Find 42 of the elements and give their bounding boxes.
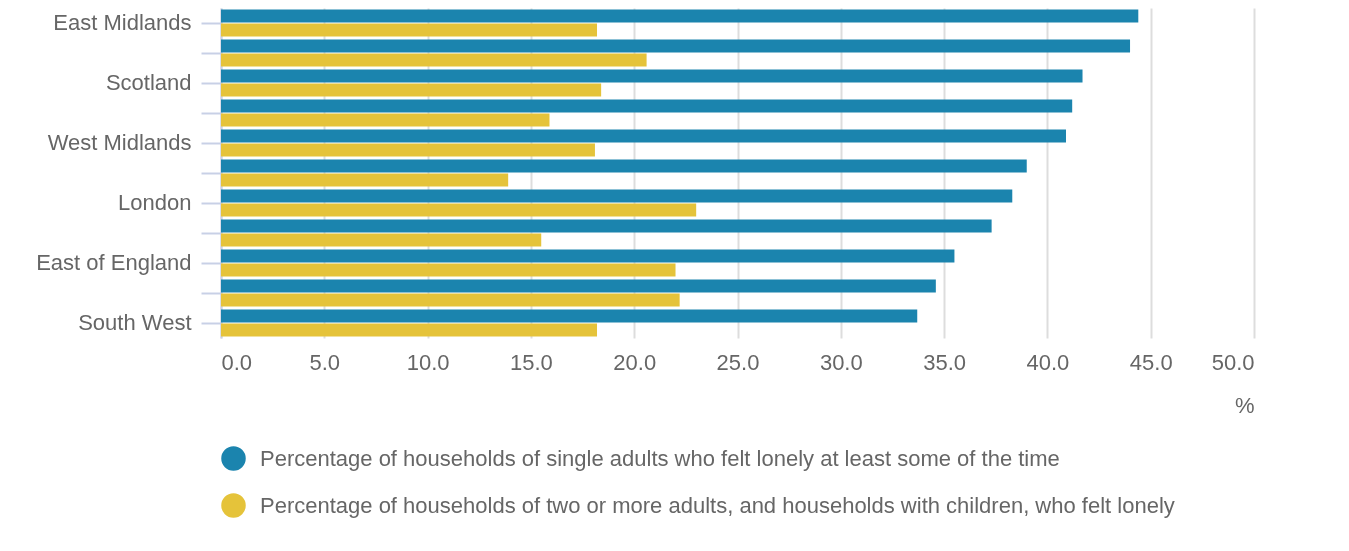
x-tick-label: 20.0: [613, 349, 657, 375]
y-tick-label: West Midlands: [47, 130, 192, 155]
bar: [221, 129, 1066, 143]
x-tick-label: 40.0: [1026, 349, 1070, 375]
bar: [221, 83, 602, 97]
y-tick-label: Scotland: [105, 70, 192, 95]
bar: [221, 189, 1013, 203]
y-tick-label: East Midlands: [53, 10, 192, 35]
bar: [221, 279, 936, 293]
bar: [221, 39, 1131, 53]
bar: [221, 249, 955, 263]
x-tick-label: 45.0: [1129, 349, 1173, 375]
x-tick-label: 5.0: [309, 349, 341, 375]
legend-label: Percentage of households of single adults who felt lonely at least some of the time: [260, 445, 1060, 471]
bar: [221, 309, 918, 323]
bar: [221, 23, 598, 37]
x-tick-label: 15.0: [509, 349, 553, 375]
bar: [221, 159, 1027, 173]
bar: [221, 113, 550, 127]
bar: [221, 143, 595, 157]
bar: [221, 173, 509, 187]
x-tick-label: 30.0: [819, 349, 863, 375]
bar: [221, 69, 1083, 83]
y-tick-label: South West: [78, 310, 192, 335]
bar: [221, 323, 598, 337]
bar: [221, 9, 1139, 23]
legend-label: Percentage of households of two or more adults, and households with children, who felt lonely: [260, 492, 1175, 518]
x-tick-label: 50.0: [1211, 349, 1255, 375]
bar: [221, 53, 647, 67]
bar: [221, 263, 676, 277]
x-tick-label: 35.0: [923, 349, 967, 375]
y-tick-label: East of England: [36, 250, 192, 275]
x-tick-label: 10.0: [406, 349, 450, 375]
y-tick-label: London: [118, 190, 192, 215]
bar: [221, 99, 1073, 113]
x-axis-title: %: [1234, 392, 1255, 418]
bar: [221, 233, 542, 247]
x-tick-label: 0.0: [221, 349, 253, 375]
bar: [221, 293, 680, 307]
x-tick-label: 25.0: [716, 349, 760, 375]
bar: [221, 203, 697, 217]
bar: [221, 219, 992, 233]
